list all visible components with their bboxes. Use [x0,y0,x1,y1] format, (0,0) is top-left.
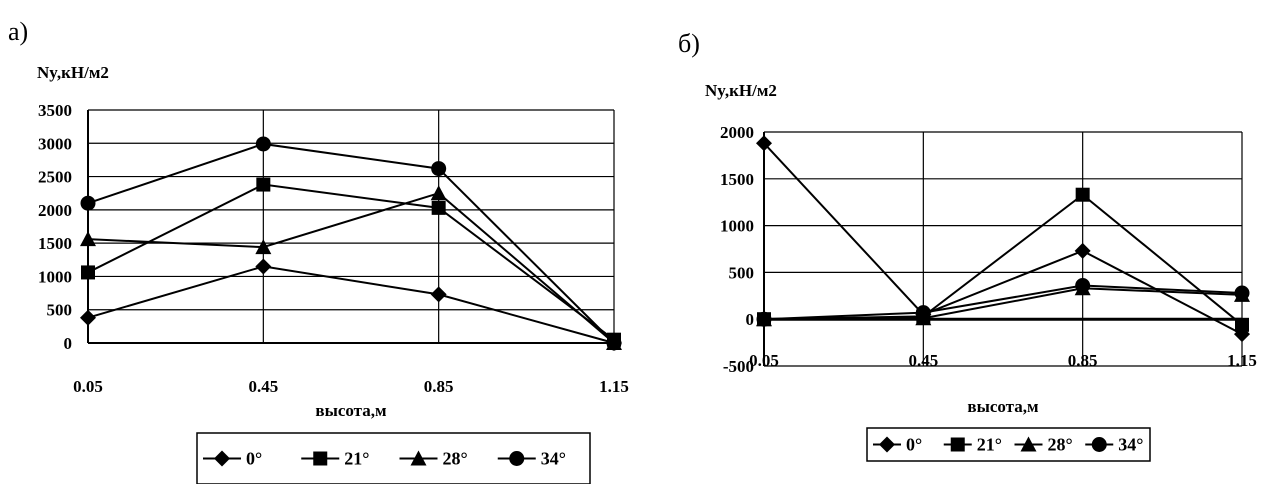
series-line-1 [763,193,1243,326]
legend-label: 21° [977,435,1002,455]
chart-a: а) Ny,кН/м2 0 500 1000 1500 2000 2500 3000 3500 0.… [8,17,629,484]
y-tick-label: 0 [64,334,73,353]
panel-label: б) [678,29,700,58]
legend-label: 28° [1048,435,1073,455]
y-tick-label: 500 [47,301,73,320]
x-tick-label: 1.15 [1227,351,1257,370]
legend-marker-2 [1020,436,1037,452]
legend-marker-0 [879,436,895,453]
y-tick-label: 3000 [38,134,72,153]
y-axis-title: Ny,кН/м2 [705,81,777,100]
legend-marker-2 [410,450,427,466]
legend-marker-1 [313,451,328,466]
x-axis-title: высота,м [315,401,387,420]
y-tick-label: 2000 [720,123,754,142]
legend-marker-3 [1091,437,1107,452]
data-point-3-2 [431,161,447,177]
legend-label: 34° [541,449,566,469]
y-tick-label: 1500 [720,170,754,189]
data-point-1-1 [256,177,271,192]
x-tick-label: 0.45 [248,377,278,396]
legend-marker-1 [950,437,965,452]
data-point-3-0 [756,311,772,327]
data-point-0-0 [80,309,96,326]
series-line-2 [87,192,615,344]
series-line-3 [763,284,1243,321]
y-tick-label: 1000 [720,217,754,236]
legend-label: 21° [344,449,369,469]
data-point-0-2 [1074,242,1091,259]
y-tick-label: 2500 [38,168,72,187]
x-axis-title: высота,м [967,397,1039,416]
y-tick-label: 0 [746,310,755,329]
x-tick-label: 0.05 [749,351,779,370]
data-point-1-2 [1075,187,1090,202]
y-tick-label: 2000 [38,201,72,220]
x-tick-label: 0.85 [424,377,454,396]
data-point-3-1 [255,136,271,152]
series-line-0 [87,265,615,344]
data-point-3-1 [915,305,931,321]
data-point-1-0 [81,265,95,280]
legend-marker-0 [214,450,230,467]
x-tick-label: 0.45 [908,351,938,370]
data-point-2-2 [430,185,447,201]
x-tick-label: 1.15 [599,377,629,396]
legend-label: 0° [246,449,262,469]
data-point-3-2 [1075,278,1091,294]
data-point-0-2 [430,286,447,303]
series-line-2 [763,287,1243,321]
legend-marker-3 [509,451,525,466]
data-point-3-0 [80,195,96,211]
y-tick-label: 3500 [38,101,72,120]
data-point-2-1 [255,239,272,255]
data-point-2-0 [80,231,96,247]
series-line-0 [763,142,1243,336]
data-point-0-0 [756,135,772,152]
y-tick-label: 1000 [38,267,72,286]
series-line-1 [87,183,615,341]
panel-label: а) [8,17,28,46]
legend-label: 34° [1118,435,1143,455]
legend-label: 28° [443,449,468,469]
legend-label: 0° [906,435,922,455]
data-point-3-3 [606,335,622,351]
data-point-1-2 [431,200,446,215]
y-tick-label: -500 [723,357,754,376]
data-point-1-3 [1235,317,1249,332]
data-point-3-3 [1234,285,1250,301]
x-tick-label: 0.85 [1068,351,1098,370]
chart-b: б) Ny,кН/м2 -500 0 500 1000 1500 2000 0.05 0.45 0.… [678,29,1257,462]
y-axis-title: Ny,кН/м2 [37,63,109,82]
y-tick-label: 500 [729,263,755,282]
x-tick-label: 0.05 [73,377,103,396]
y-tick-label: 1500 [38,234,72,253]
data-point-0-1 [255,258,272,275]
series-line-3 [87,142,615,344]
